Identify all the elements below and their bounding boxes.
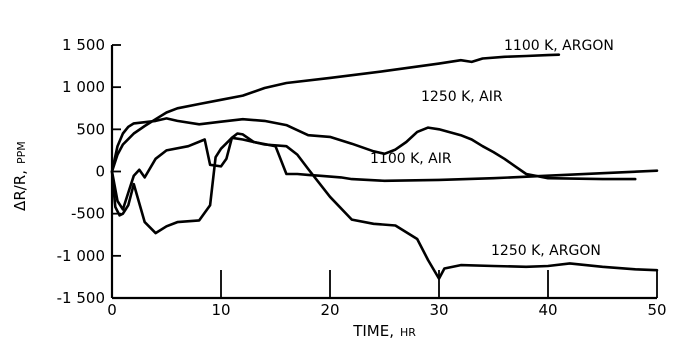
y-axis-title-text: ΔR/R, bbox=[11, 170, 29, 211]
tick-marks bbox=[111, 44, 658, 299]
series-annotation: 1100 K, ARGON bbox=[504, 38, 614, 54]
series-annotation: 1250 K, AIR bbox=[421, 89, 503, 105]
y-axis-title: ΔR/R, PPM bbox=[11, 141, 29, 211]
y-tick-label: -1 500 bbox=[57, 289, 105, 307]
series-lines bbox=[110, 53, 659, 280]
series-line-4 bbox=[110, 136, 659, 280]
x-tick-label: 10 bbox=[211, 301, 230, 319]
series-line-1 bbox=[110, 53, 561, 173]
x-tick-label: 20 bbox=[320, 301, 339, 319]
x-tick-label: 50 bbox=[647, 301, 666, 319]
series-line-2 bbox=[110, 117, 637, 181]
y-tick-label: 1 000 bbox=[62, 78, 105, 96]
y-tick-label: 1 500 bbox=[62, 36, 105, 54]
x-tick-label: 40 bbox=[538, 301, 557, 319]
y-tick-label: -1 000 bbox=[57, 247, 105, 265]
x-axis-title: TIME, HR bbox=[352, 322, 416, 340]
y-tick-label: -500 bbox=[71, 205, 105, 223]
x-axis-title-unit: HR bbox=[400, 326, 416, 339]
series-annotation: 1250 K, ARGON bbox=[491, 243, 601, 259]
x-tick-label: 0 bbox=[107, 301, 117, 319]
y-tick-label: 500 bbox=[76, 120, 105, 138]
y-axis-title-unit: PPM bbox=[15, 141, 28, 164]
series-annotation: 1100 K, AIR bbox=[370, 151, 452, 167]
axes bbox=[110, 45, 657, 300]
series-annotations: 1100 K, ARGON 1250 K, AIR 1100 K, AIR 1250 … bbox=[370, 38, 614, 259]
x-tick-label: 30 bbox=[429, 301, 448, 319]
series-line-3 bbox=[110, 132, 659, 211]
y-tick-label: 0 bbox=[95, 163, 105, 181]
x-axis-title-text: TIME, bbox=[352, 322, 394, 340]
